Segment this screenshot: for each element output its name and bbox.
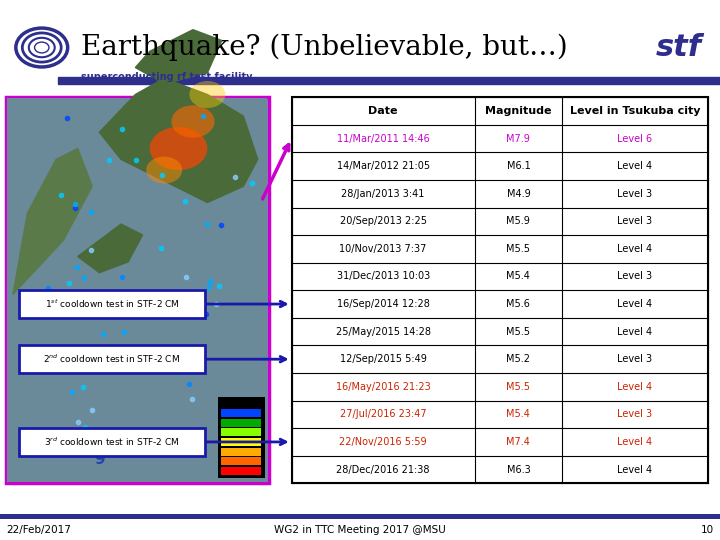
Text: 22/Feb/2017: 22/Feb/2017 xyxy=(6,525,71,535)
Text: 14/Mar/2012 21:05: 14/Mar/2012 21:05 xyxy=(336,161,430,171)
Bar xyxy=(7,98,267,482)
Bar xyxy=(221,448,261,456)
Text: Level 4: Level 4 xyxy=(617,464,652,475)
Text: superconducting rf test facility: superconducting rf test facility xyxy=(81,72,253,82)
Text: M6.1: M6.1 xyxy=(507,161,531,171)
Text: 27/Jul/2016 23:47: 27/Jul/2016 23:47 xyxy=(340,409,426,420)
Bar xyxy=(221,418,261,427)
Text: 31/Dec/2013 10:03: 31/Dec/2013 10:03 xyxy=(336,272,430,281)
Bar xyxy=(218,397,265,478)
Text: M5.5: M5.5 xyxy=(506,244,531,254)
Text: M4.9: M4.9 xyxy=(507,188,531,199)
Text: Date: Date xyxy=(369,106,398,116)
Text: M5.6: M5.6 xyxy=(506,299,531,309)
Text: 28/Jan/2013 3:41: 28/Jan/2013 3:41 xyxy=(341,188,425,199)
Text: Level 4: Level 4 xyxy=(617,299,652,309)
Text: 9: 9 xyxy=(94,452,104,467)
Text: M5.4: M5.4 xyxy=(506,409,531,420)
Bar xyxy=(221,467,261,475)
Text: 20/Sep/2013 2:25: 20/Sep/2013 2:25 xyxy=(340,217,427,226)
Text: 3$^{rd}$ cooldown test in STF-2 CM: 3$^{rd}$ cooldown test in STF-2 CM xyxy=(44,436,180,448)
Text: stf: stf xyxy=(656,33,702,62)
Text: Level 4: Level 4 xyxy=(617,161,652,171)
Polygon shape xyxy=(99,78,258,202)
Bar xyxy=(221,428,261,436)
Text: M5.4: M5.4 xyxy=(506,272,531,281)
FancyBboxPatch shape xyxy=(19,290,205,318)
Text: M5.9: M5.9 xyxy=(506,217,531,226)
Text: Magnitude: Magnitude xyxy=(485,106,552,116)
Text: Level in Tsukuba city: Level in Tsukuba city xyxy=(570,106,700,116)
Text: 12/Sep/2015 5:49: 12/Sep/2015 5:49 xyxy=(340,354,426,364)
Text: M6.3: M6.3 xyxy=(507,464,531,475)
Text: Level 6: Level 6 xyxy=(617,133,652,144)
FancyBboxPatch shape xyxy=(19,428,205,456)
Circle shape xyxy=(150,127,207,170)
Text: Level 4: Level 4 xyxy=(617,437,652,447)
Bar xyxy=(0,514,720,519)
Polygon shape xyxy=(135,30,222,84)
FancyBboxPatch shape xyxy=(19,345,205,373)
Text: M7.4: M7.4 xyxy=(506,437,531,447)
Text: WG2 in TTC Meeting 2017 @MSU: WG2 in TTC Meeting 2017 @MSU xyxy=(274,525,446,535)
Bar xyxy=(58,77,720,84)
Text: M5.5: M5.5 xyxy=(506,327,531,336)
Text: M5.5: M5.5 xyxy=(506,382,531,392)
Bar xyxy=(292,97,708,483)
Text: Level 4: Level 4 xyxy=(617,382,652,392)
Text: 16/May/2016 21:23: 16/May/2016 21:23 xyxy=(336,382,431,392)
Text: 28/Dec/2016 21:38: 28/Dec/2016 21:38 xyxy=(336,464,430,475)
Text: Level 3: Level 3 xyxy=(617,217,652,226)
Text: 1$^{st}$ cooldown test in STF-2 CM: 1$^{st}$ cooldown test in STF-2 CM xyxy=(45,298,179,310)
Circle shape xyxy=(146,157,182,184)
Polygon shape xyxy=(78,224,143,273)
Text: Level 3: Level 3 xyxy=(617,188,652,199)
Text: 11/Mar/2011 14:46: 11/Mar/2011 14:46 xyxy=(337,133,430,144)
Text: 2$^{nd}$ cooldown test in STF-2 CM: 2$^{nd}$ cooldown test in STF-2 CM xyxy=(43,353,181,366)
Text: 10: 10 xyxy=(701,525,714,535)
Text: Level 4: Level 4 xyxy=(617,244,652,254)
Bar xyxy=(221,409,261,417)
Text: M7.9: M7.9 xyxy=(506,133,531,144)
Bar xyxy=(221,457,261,465)
Text: M5.2: M5.2 xyxy=(506,354,531,364)
Circle shape xyxy=(189,81,225,108)
Bar xyxy=(6,97,269,483)
Text: Level 3: Level 3 xyxy=(617,409,652,420)
Polygon shape xyxy=(13,148,92,294)
Text: 16/Sep/2014 12:28: 16/Sep/2014 12:28 xyxy=(337,299,430,309)
Text: Level 4: Level 4 xyxy=(617,327,652,336)
Text: Level 3: Level 3 xyxy=(617,272,652,281)
Bar xyxy=(221,438,261,446)
Text: 10/Nov/2013 7:37: 10/Nov/2013 7:37 xyxy=(339,244,427,254)
Text: 25/May/2015 14:28: 25/May/2015 14:28 xyxy=(336,327,431,336)
Text: 22/Nov/2016 5:59: 22/Nov/2016 5:59 xyxy=(339,437,427,447)
Text: Level 3: Level 3 xyxy=(617,354,652,364)
Text: Earthquake? (Unbelievable, but…): Earthquake? (Unbelievable, but…) xyxy=(81,34,568,61)
Circle shape xyxy=(171,105,215,138)
